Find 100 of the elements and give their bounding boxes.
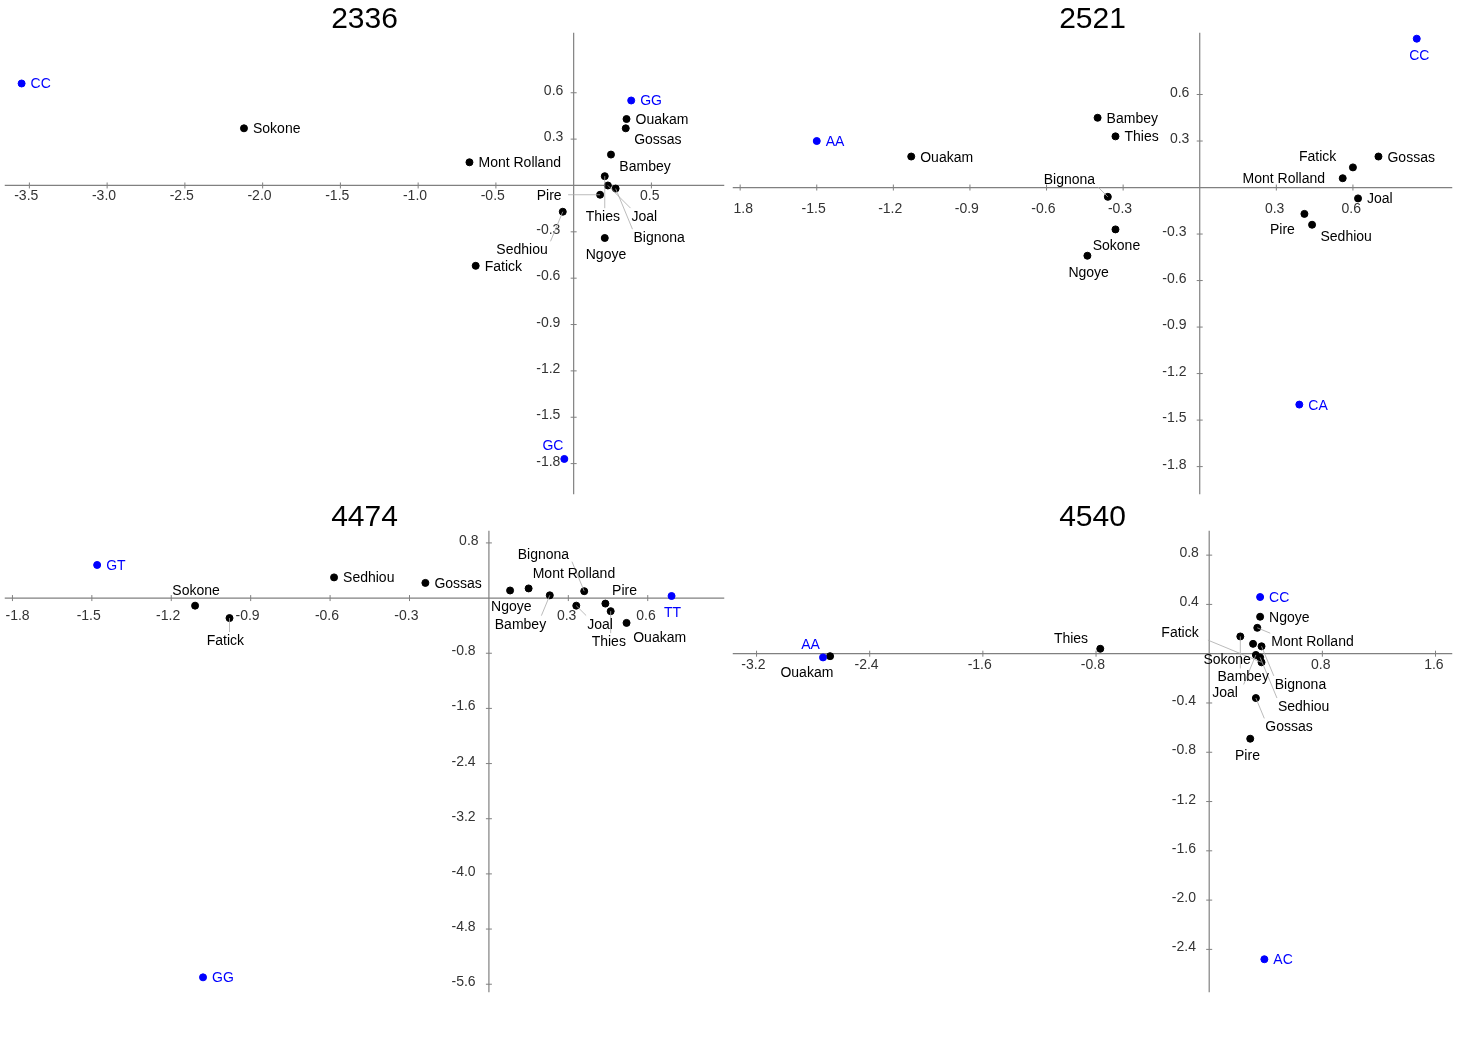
data-label: CA — [1308, 396, 1329, 413]
data-label: AA — [825, 133, 846, 150]
x-tick-label: -1.5 — [801, 199, 826, 216]
x-tick-label: -2.4 — [854, 655, 879, 672]
x-tick-label: -2.0 — [247, 187, 272, 204]
data-label: Sedhiou — [1277, 698, 1330, 715]
data-label: Sedhiou — [1320, 227, 1372, 244]
data-label: Joal — [1367, 190, 1393, 207]
data-label: CC — [30, 75, 51, 92]
x-tick-label: -1.6 — [967, 655, 993, 672]
y-tick-label: -0.3 — [536, 220, 561, 237]
x-tick-label: 0.3 — [1264, 199, 1285, 216]
data-label: Pire — [1235, 746, 1261, 763]
y-tick-label: 0.3 — [1169, 130, 1190, 147]
y-tick-label: -0.8 — [1171, 741, 1197, 758]
data-label: AA — [801, 635, 821, 652]
y-tick-label: -2.4 — [1171, 938, 1197, 955]
y-tick-label: -0.9 — [1162, 316, 1187, 333]
x-tick-label: -0.8 — [1080, 655, 1106, 672]
chart-title: 2336 — [331, 0, 398, 34]
data-label: Sedhiou — [496, 241, 548, 258]
x-tick-label: -1.0 — [402, 187, 428, 204]
y-tick-label: 0.3 — [543, 128, 564, 145]
x-tick-label: -0.9 — [235, 607, 260, 624]
y-tick-label: -1.5 — [1162, 409, 1187, 426]
data-label: Joal — [587, 615, 613, 632]
x-tick-label: -0.5 — [480, 187, 506, 204]
data-label: Joal — [631, 208, 658, 225]
data-label: Joal — [1212, 684, 1238, 701]
y-tick-label: -1.6 — [1171, 839, 1197, 856]
x-tick-label: 0.3 — [556, 607, 577, 624]
data-label: Pire — [612, 581, 638, 598]
y-tick-label: -0.8 — [451, 642, 476, 659]
data-label: Sokone — [1203, 651, 1252, 668]
y-tick-label: -5.6 — [451, 973, 476, 990]
chart-title: 4540 — [1059, 498, 1126, 532]
x-tick-label: 1.6 — [1424, 655, 1444, 672]
data-label: Ngoye — [491, 598, 532, 615]
data-label: Ouakam — [780, 663, 834, 680]
y-tick-label: -0.6 — [1162, 269, 1187, 286]
data-label: Mont Rolland — [478, 154, 561, 171]
data-label: Thies — [1124, 128, 1159, 145]
y-tick-label: 0.4 — [1179, 593, 1200, 610]
data-label: TT — [663, 604, 682, 621]
data-label: Ouakam — [920, 148, 974, 165]
y-tick-label: -1.2 — [1171, 790, 1197, 807]
y-tick-label: -0.6 — [536, 267, 561, 284]
chart-title: 2521 — [1059, 0, 1126, 34]
data-label: Sedhiou — [343, 569, 395, 586]
x-tick-label: -1.8 — [5, 607, 30, 624]
data-label: Bignona — [1274, 675, 1327, 692]
data-label: Bambey — [494, 615, 547, 632]
data-label: Fatick — [206, 632, 246, 649]
data-label: Ngoye — [1269, 608, 1310, 625]
data-label: Gossas — [1387, 148, 1435, 165]
data-label: Bambey — [1217, 668, 1269, 685]
data-label: Pire — [536, 186, 562, 203]
data-label: Sokone — [1092, 237, 1141, 254]
data-label: Gossas — [634, 131, 682, 148]
data-label: Ouakam — [633, 628, 687, 645]
data-label: Fatick — [1298, 148, 1338, 165]
data-label: Bambey — [1106, 109, 1158, 126]
y-tick-label: 0.6 — [543, 81, 564, 98]
y-tick-label: -1.8 — [536, 452, 561, 469]
x-tick-label: 1.8 — [733, 199, 754, 216]
y-tick-label: -1.8 — [1162, 455, 1187, 472]
y-tick-label: 0.6 — [1169, 83, 1190, 100]
x-tick-label: -1.5 — [325, 187, 350, 204]
x-tick-label: 0.8 — [1310, 655, 1331, 672]
data-label: Thies — [1053, 629, 1089, 646]
data-label: Ngoye — [585, 246, 627, 263]
x-tick-label: -3.5 — [14, 187, 39, 204]
data-label: Fatick — [1161, 624, 1200, 641]
y-tick-label: -1.2 — [536, 359, 561, 376]
y-tick-label: -2.0 — [1171, 889, 1197, 906]
x-tick-label: -1.2 — [156, 607, 181, 624]
y-tick-label: -4.0 — [451, 862, 476, 879]
data-label: Bambey — [619, 157, 671, 174]
x-tick-label: -3.2 — [741, 655, 766, 672]
y-tick-label: -0.9 — [536, 313, 561, 330]
y-tick-label: -1.6 — [451, 697, 476, 714]
y-tick-label: -4.8 — [451, 918, 476, 935]
data-label: Fatick — [484, 257, 524, 274]
x-tick-label: -1.2 — [878, 199, 903, 216]
data-label: Mont Rolland — [532, 565, 616, 582]
y-tick-label: -3.2 — [451, 807, 476, 824]
data-label: Sokone — [252, 120, 301, 137]
y-tick-label: -0.3 — [1162, 223, 1187, 240]
y-tick-label: -1.5 — [536, 406, 561, 423]
x-tick-label: -0.6 — [1031, 199, 1056, 216]
data-label: Gossas — [434, 574, 482, 591]
data-label: Thies — [591, 633, 626, 650]
data-label: GG — [212, 969, 234, 986]
x-tick-label: -1.5 — [76, 607, 101, 624]
x-tick-label: 0.6 — [636, 607, 657, 624]
data-label: Bignona — [633, 229, 686, 246]
x-tick-label: -0.3 — [394, 607, 419, 624]
y-tick-label: 0.8 — [1179, 544, 1200, 561]
y-tick-label: -2.4 — [451, 752, 476, 769]
x-tick-label: -0.3 — [1107, 199, 1133, 216]
